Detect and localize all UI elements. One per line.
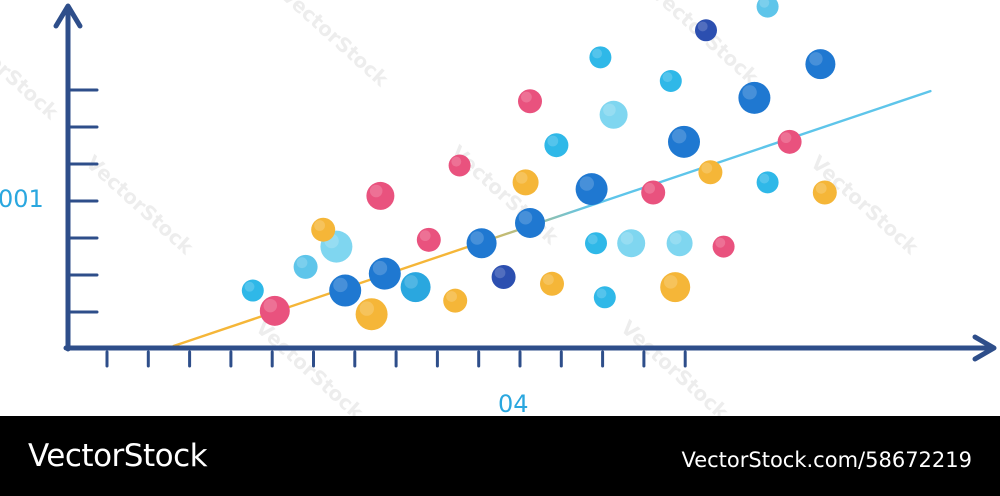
data-points: [241, 0, 837, 331]
data-point-highlight: [359, 301, 374, 316]
data-point-highlight: [815, 182, 827, 194]
data-point-highlight: [515, 171, 528, 184]
watermark-text: VectorStock: [616, 315, 734, 416]
data-point: [812, 180, 837, 205]
data-point-highlight: [663, 275, 678, 289]
data-point-highlight: [521, 91, 532, 103]
data-point-highlight: [809, 52, 823, 66]
data-point: [544, 133, 569, 158]
data-point-highlight: [333, 277, 348, 293]
data-point: [448, 154, 471, 177]
data-point-highlight: [244, 281, 255, 292]
data-point: [668, 125, 700, 158]
x-axis-arrow-icon: [972, 334, 997, 362]
data-point: [617, 229, 646, 258]
axis-ticks: [68, 88, 687, 368]
data-point-highlight: [620, 232, 634, 245]
data-point: [666, 230, 693, 257]
data-point: [416, 227, 441, 252]
data-point: [712, 235, 735, 258]
data-point: [738, 81, 771, 114]
data-point: [466, 228, 497, 259]
watermark-text: VectorStock: [0, 15, 64, 124]
data-point: [777, 129, 802, 154]
data-point-highlight: [419, 230, 431, 242]
watermark-text: VectorStock: [251, 315, 369, 416]
data-point-highlight: [296, 257, 308, 269]
data-point: [659, 69, 682, 92]
data-point-highlight: [672, 129, 687, 144]
data-point-highlight: [759, 0, 770, 8]
data-point: [585, 232, 607, 255]
data-point-highlight: [543, 274, 554, 285]
data-point-highlight: [579, 176, 594, 191]
data-point: [698, 160, 723, 185]
data-point: [311, 217, 336, 242]
data-point-highlight: [780, 132, 792, 144]
data-point-highlight: [446, 291, 457, 302]
data-point-highlight: [697, 21, 708, 32]
data-point: [756, 171, 779, 194]
data-point: [641, 180, 666, 205]
data-point-highlight: [592, 48, 603, 59]
data-point: [593, 286, 616, 309]
footer-brand: VectorStock: [28, 438, 208, 474]
data-point-highlight: [470, 231, 484, 245]
data-point: [756, 0, 779, 18]
data-point-highlight: [494, 267, 506, 279]
x-tick-label: 04: [498, 390, 529, 416]
footer-bar: VectorStock VectorStock.com/58672219: [0, 416, 1000, 496]
footer-url: VectorStock.com/58672219: [681, 448, 972, 472]
watermark-text: VectorStock: [276, 0, 394, 92]
data-point: [805, 49, 836, 80]
data-point: [293, 254, 318, 279]
data-point: [599, 100, 628, 129]
data-point: [259, 295, 290, 326]
data-point-highlight: [662, 72, 673, 83]
data-point-highlight: [372, 260, 388, 276]
data-point-highlight: [759, 173, 770, 184]
data-point-highlight: [603, 103, 616, 117]
data-point: [515, 207, 545, 238]
watermark-text: VectorStock: [806, 150, 924, 259]
data-point: [355, 298, 388, 331]
data-point: [695, 19, 717, 42]
data-point-highlight: [715, 237, 726, 248]
data-point: [443, 288, 468, 313]
data-point: [400, 272, 431, 303]
data-point: [368, 257, 401, 290]
data-point: [518, 89, 542, 114]
data-point: [575, 173, 608, 206]
data-point: [660, 272, 691, 303]
trend-line: [172, 89, 932, 348]
data-point-highlight: [742, 85, 757, 100]
data-point-highlight: [547, 135, 559, 147]
data-point-highlight: [518, 210, 533, 225]
y-axis-arrow-icon: [53, 3, 83, 29]
data-point: [540, 271, 564, 296]
data-point: [329, 274, 362, 307]
data-point-highlight: [369, 184, 383, 198]
data-point-highlight: [587, 234, 598, 245]
data-point-highlight: [451, 156, 462, 167]
data-point-highlight: [701, 162, 713, 174]
data-point-highlight: [596, 288, 607, 299]
data-point-highlight: [669, 232, 682, 245]
data-point-highlight: [314, 220, 325, 231]
watermark-text: VectorStock: [81, 150, 199, 259]
data-point: [366, 181, 395, 210]
data-point: [589, 46, 612, 69]
y-tick-label: 001: [0, 185, 44, 213]
scatter-chart: VectorStock VectorStock VectorStock VectorS…: [0, 0, 997, 416]
data-point: [241, 279, 264, 302]
data-point-highlight: [263, 298, 278, 313]
data-point: [512, 169, 539, 196]
data-point-highlight: [404, 275, 418, 289]
data-point: [491, 265, 516, 290]
watermarks: VectorStock VectorStock VectorStock VectorS…: [0, 0, 924, 416]
data-point-highlight: [644, 182, 655, 194]
